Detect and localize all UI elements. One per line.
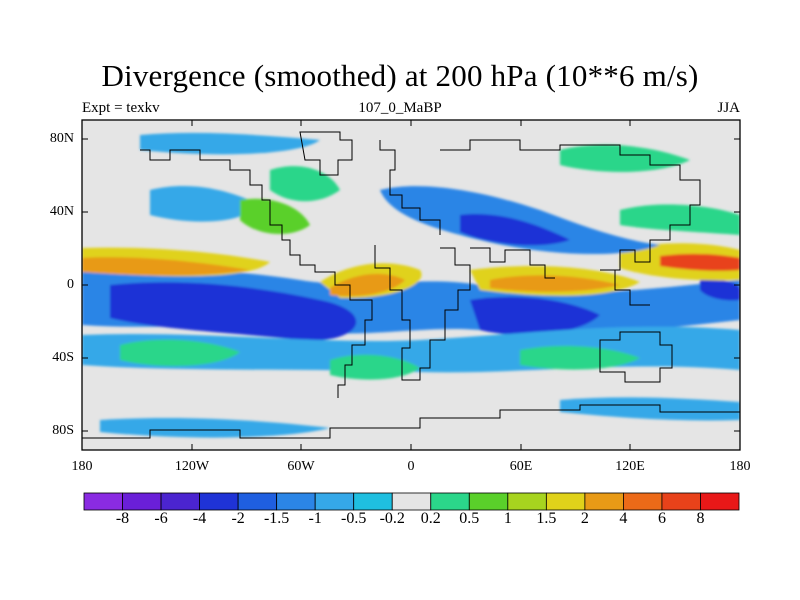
asia-coast [440, 139, 701, 271]
coastlines [82, 131, 740, 439]
colorbar-label: 4 [619, 510, 628, 527]
lat-tick-40n: 40N [49, 204, 74, 219]
colorbar-swatch [314, 492, 355, 511]
colorbar-swatch [507, 492, 547, 511]
lon-tick-0: 0 [407, 459, 415, 474]
colorbar-swatch [237, 492, 278, 511]
colorbar-swatch [468, 492, 509, 511]
colorbar-label: -4 [192, 510, 207, 527]
south-america-coast [325, 271, 373, 398]
asia-convergence-core [460, 214, 570, 246]
antarctica-coast [82, 404, 740, 439]
experiment-label: Expt = texkv [82, 100, 160, 116]
strong-convergence-core-1 [110, 282, 357, 341]
colorbar-label: -1 [308, 510, 322, 527]
time-label: 107_0_MaBP [358, 100, 442, 116]
africa-coast [374, 245, 471, 381]
colorbar-label: -0.5 [341, 510, 367, 527]
lat-tick-40s: 40S [52, 350, 74, 365]
colorbar-label: 1.5 [536, 510, 557, 527]
north-america-divergence [240, 198, 310, 235]
colorbar-swatch [199, 492, 239, 511]
colorbar-swatch [623, 492, 663, 511]
lat-tick-80s: 80S [52, 423, 74, 438]
lon-tick-120e: 120E [615, 459, 645, 474]
antarctic-convergence [560, 397, 740, 421]
colorbar-swatch [430, 492, 470, 511]
colorbar-label: 8 [696, 510, 705, 527]
southeast-asia-coast [600, 269, 650, 306]
colorbar-swatch [83, 492, 123, 511]
colorbar-swatch [122, 492, 162, 511]
colorbar-swatch [391, 492, 432, 511]
colorbar-label: 0.2 [420, 510, 441, 527]
colorbar-swatch [545, 492, 586, 511]
lon-tick-120w: 120W [174, 459, 210, 474]
lon-tick-180-right: 180 [729, 459, 751, 474]
south-indian-divergence [520, 345, 640, 370]
colorbar-swatch [584, 492, 624, 511]
colorbar-label: 6 [657, 510, 666, 527]
colorbar-swatch [700, 492, 740, 511]
greenland-coast [299, 131, 353, 176]
arabia-india-coast [470, 247, 555, 279]
divergence-core-west-pacific [660, 253, 740, 271]
lat-tick-80n: 80N [49, 131, 74, 146]
north-pacific-convergence [150, 185, 260, 222]
plot-title: Divergence (smoothed) at 200 hPa (10**6 … [101, 58, 699, 93]
lon-tick-180-left: 180 [71, 459, 93, 474]
lat-tick-0: 0 [67, 277, 74, 292]
asia-convergence [380, 186, 660, 255]
lon-tick-60w: 60W [287, 459, 315, 474]
colorbar-swatch [160, 492, 200, 511]
divergence-core-pacific [82, 257, 250, 276]
divergence-core-africa [330, 273, 405, 297]
colorbar-swatch [661, 492, 701, 511]
lon-tick-60e: 60E [509, 459, 533, 474]
west-pacific-midlat-divergence [620, 204, 740, 235]
colorbar-label: -1.5 [263, 510, 290, 527]
colorbar-label: -2 [231, 510, 245, 527]
colorbar-label: -8 [115, 510, 130, 527]
season-label: JJA [717, 100, 740, 116]
south-pacific-divergence [120, 339, 240, 367]
divergence-core-indian-ocean [490, 275, 620, 292]
colorbar [83, 492, 740, 511]
colorbar-label: -0.2 [379, 510, 405, 527]
north-america-coast [140, 149, 325, 273]
colorbar-label: -6 [154, 510, 168, 527]
colorbar-label: 2 [580, 510, 589, 527]
colorbar-swatch [353, 492, 393, 511]
divergence-field [82, 120, 740, 450]
colorbar-label: 1 [503, 510, 512, 527]
europe-coast [379, 140, 441, 235]
arctic-convergence [140, 132, 320, 155]
strong-convergence-core-2 [470, 296, 600, 335]
strong-convergence-core-3 [700, 279, 740, 301]
map-frame [81, 119, 741, 451]
australia-coast [599, 331, 673, 383]
colorbar-swatch [276, 492, 316, 511]
colorbar-label: 0.5 [459, 510, 480, 527]
southern-ocean-convergence [100, 417, 330, 438]
